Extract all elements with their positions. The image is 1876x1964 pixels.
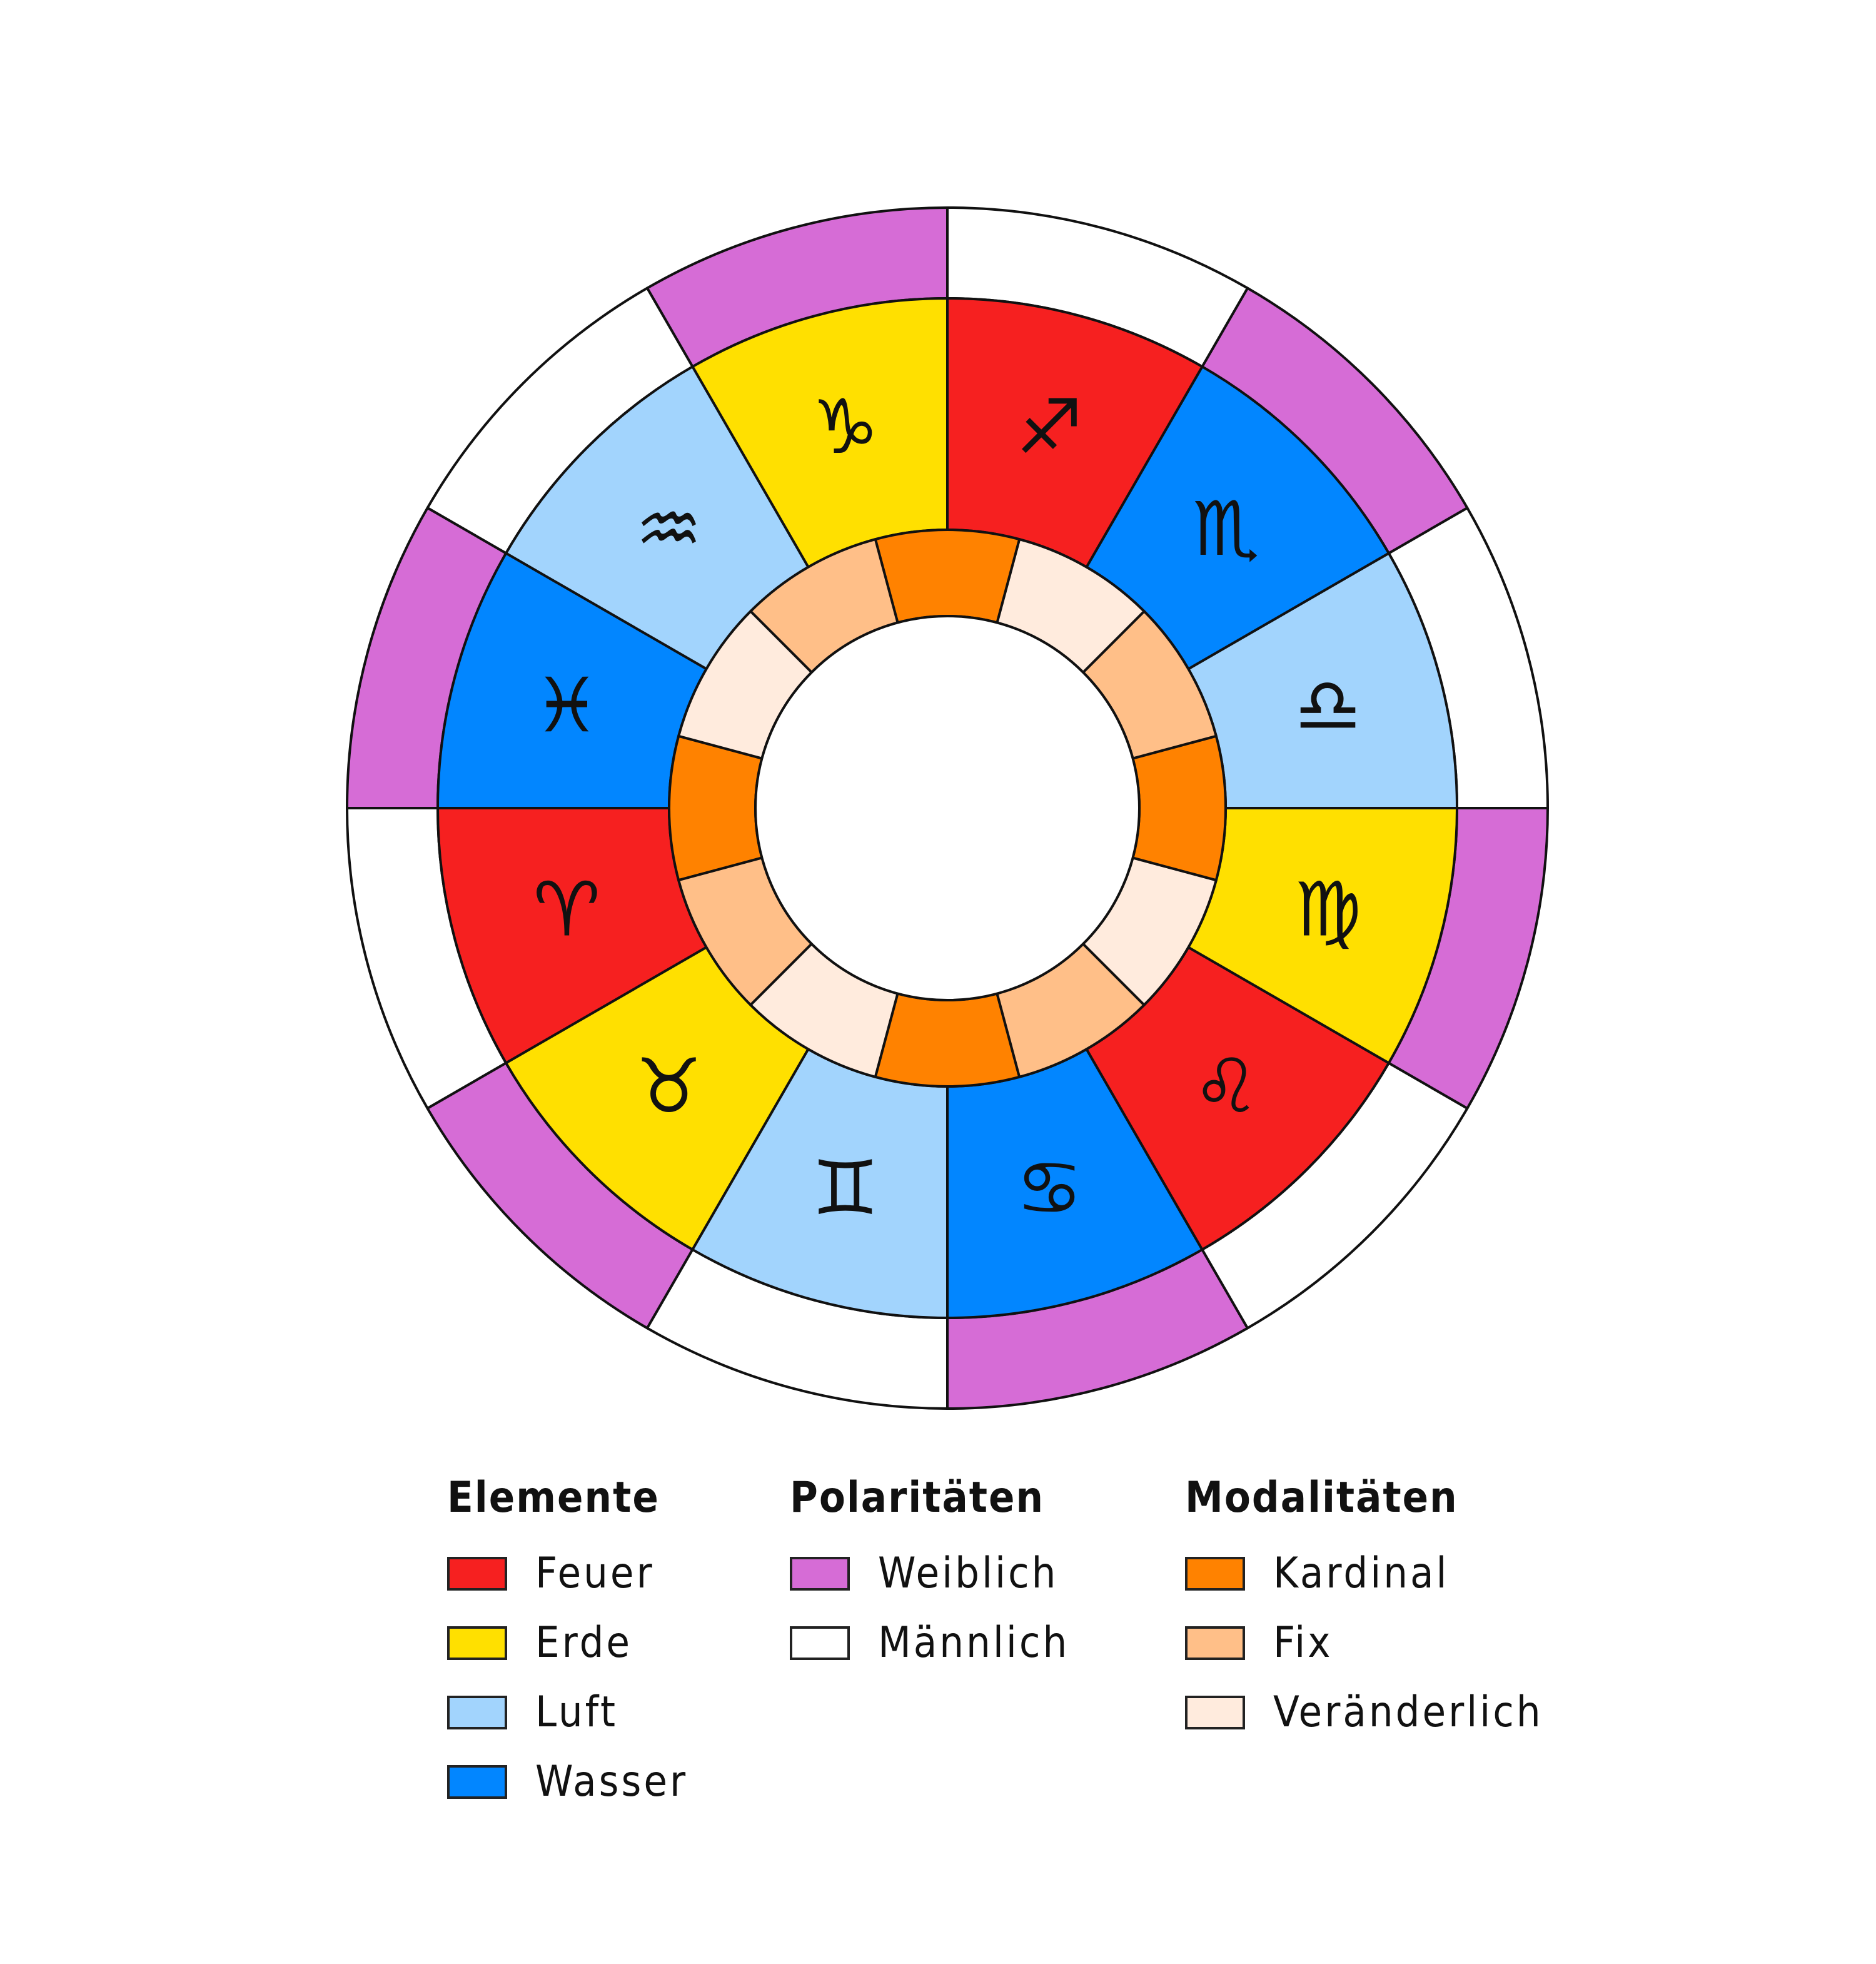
legend-item-fix: Fix bbox=[1185, 1608, 1543, 1678]
legend-title-elemente: Elemente bbox=[447, 1473, 660, 1522]
virgo-symbol-icon: ♍︎ bbox=[1294, 867, 1362, 954]
center-circle bbox=[754, 615, 1141, 1001]
legend-modalitaeten: Modalitäten Kardinal Fix Veränderlich bbox=[1185, 1470, 1543, 1747]
modality-segment-capricorn bbox=[874, 529, 1021, 624]
legend-swatch-erde bbox=[447, 1626, 507, 1660]
legend-item-feuer: Feuer bbox=[447, 1539, 688, 1608]
legend-item-kardinal: Kardinal bbox=[1185, 1539, 1543, 1608]
legend-swatch-kardinal bbox=[1185, 1556, 1245, 1591]
legend-elemente: Elemente Feuer Erde Luft Wasser bbox=[447, 1470, 688, 1816]
legend-label-feuer: Feuer bbox=[535, 1549, 655, 1598]
capricorn-symbol-icon: ♑︎ bbox=[812, 384, 879, 471]
legend-label-erde: Erde bbox=[535, 1618, 633, 1668]
pisces-symbol-icon: ♓︎ bbox=[533, 662, 601, 749]
legend-label-veraenderlich: Veränderlich bbox=[1273, 1688, 1543, 1737]
legend-polaritaeten: Polaritäten Weiblich Männlich bbox=[790, 1470, 1069, 1678]
legend-swatch-wasser bbox=[447, 1764, 507, 1799]
legend-item-wasser: Wasser bbox=[447, 1747, 688, 1816]
cancer-symbol-icon: ♋︎ bbox=[1016, 1145, 1083, 1232]
aquarius-symbol-icon: ♒︎ bbox=[635, 486, 703, 573]
legend-label-wasser: Wasser bbox=[535, 1757, 688, 1806]
legend-swatch-maennlich bbox=[790, 1626, 850, 1660]
modality-segment-libra bbox=[1131, 734, 1228, 882]
legend-label-weiblich: Weiblich bbox=[878, 1549, 1059, 1598]
legend-item-luft: Luft bbox=[447, 1678, 688, 1747]
taurus-symbol-icon: ♉︎ bbox=[635, 1043, 703, 1130]
leo-symbol-icon: ♌︎ bbox=[1193, 1043, 1260, 1130]
element-ring bbox=[436, 297, 1458, 1319]
legend-label-maennlich: Männlich bbox=[878, 1618, 1070, 1668]
aries-symbol-icon: ♈︎ bbox=[533, 867, 601, 954]
sagittarius-symbol-icon: ♐︎ bbox=[1016, 384, 1083, 471]
scorpio-symbol-icon: ♏︎ bbox=[1193, 486, 1260, 573]
legend-item-veraenderlich: Veränderlich bbox=[1185, 1678, 1543, 1747]
legend-swatch-feuer bbox=[447, 1556, 507, 1591]
legend-label-luft: Luft bbox=[535, 1688, 618, 1737]
legend-label-fix: Fix bbox=[1273, 1618, 1333, 1668]
modality-segment-cancer bbox=[874, 992, 1021, 1088]
legend-title-modalitaeten: Modalitäten bbox=[1185, 1473, 1458, 1522]
libra-symbol-icon: ♎︎ bbox=[1294, 662, 1362, 749]
zodiac-wheel: ♈︎ ♉︎ ♊︎ ♋︎ ♌︎ ♍︎ ♎︎ ♏︎ ♐︎ ♑︎ ♒︎ ♓︎ bbox=[346, 206, 1549, 1410]
legend-label-kardinal: Kardinal bbox=[1273, 1549, 1450, 1598]
gemini-symbol-icon: ♊︎ bbox=[812, 1145, 879, 1232]
polarity-ring bbox=[346, 206, 1549, 1410]
legend-swatch-veraenderlich bbox=[1185, 1695, 1245, 1729]
legend-title-polaritaeten: Polaritäten bbox=[790, 1473, 1045, 1522]
legend-swatch-fix bbox=[1185, 1626, 1245, 1660]
legend-swatch-weiblich bbox=[790, 1556, 850, 1591]
modality-segment-aries bbox=[667, 734, 764, 882]
legend-swatch-luft bbox=[447, 1695, 507, 1729]
legend-item-maennlich: Männlich bbox=[790, 1608, 1069, 1678]
sign-symbols: ♈︎ ♉︎ ♊︎ ♋︎ ♌︎ ♍︎ ♎︎ ♏︎ ♐︎ ♑︎ ♒︎ ♓︎ bbox=[533, 384, 1362, 1232]
legend-item-weiblich: Weiblich bbox=[790, 1539, 1069, 1608]
legend-item-erde: Erde bbox=[447, 1608, 688, 1678]
